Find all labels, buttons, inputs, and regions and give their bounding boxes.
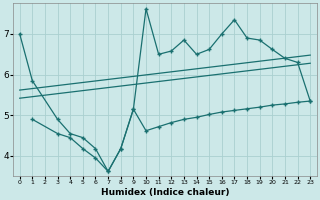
X-axis label: Humidex (Indice chaleur): Humidex (Indice chaleur) (101, 188, 229, 197)
